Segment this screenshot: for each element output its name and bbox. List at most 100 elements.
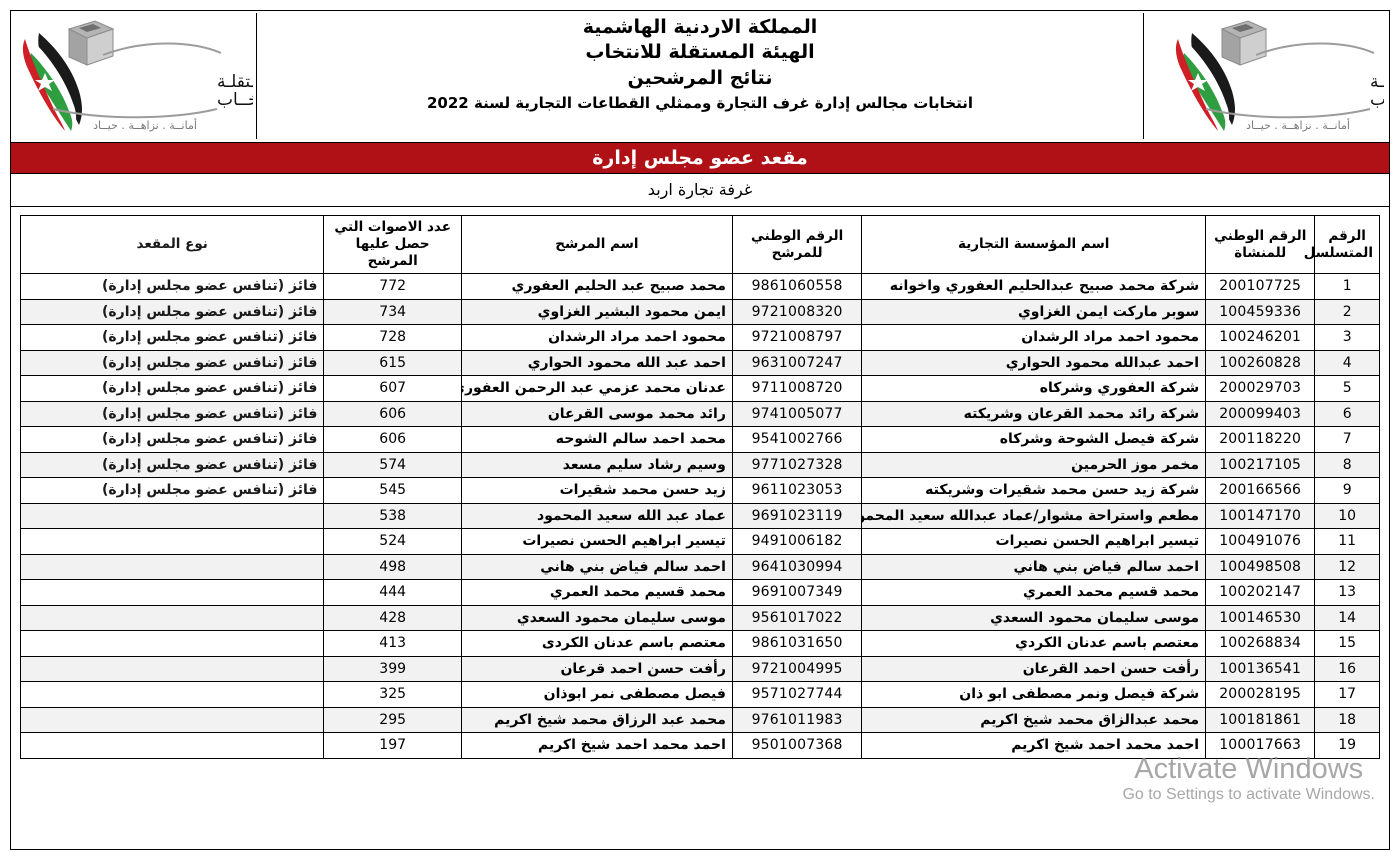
table-row: 1 200107725 شركة محمد صبيح عبدالحليم العفو… xyxy=(19,273,1380,300)
country-line: المملكة الاردنية الهاشمية xyxy=(582,16,818,38)
cell-candidate-name: عماد عبد الله سعيد المحمود xyxy=(460,502,733,529)
cell-candidate-id: 9721008797 xyxy=(731,324,863,351)
cell-seq: 4 xyxy=(1314,349,1380,376)
table-row: 10 100147170 مطعم واستراحة مشوار/عماد عبدا… xyxy=(19,502,1380,529)
cell-establishment-name: شركة فيصل الشوحة وشركاه xyxy=(861,426,1207,453)
logo-name-line2: لـلانتـخــاب xyxy=(217,90,253,110)
cell-seq: 17 xyxy=(1314,681,1380,708)
seat-type-banner: مقعد عضو مجلس إدارة xyxy=(11,143,1389,174)
cell-establishment-id: 100181861 xyxy=(1205,706,1316,733)
table-row: 6 200099403 شركة رائد محمد القرعان وشريكته… xyxy=(19,400,1380,427)
cell-establishment-name: رأفت حسن احمد القرعان xyxy=(861,655,1207,682)
cell-establishment-id: 200099403 xyxy=(1205,400,1316,427)
cell-votes: 444 xyxy=(323,579,462,606)
windows-activation-watermark: Activate Windows Go to Settings to activ… xyxy=(1122,753,1375,805)
cell-seat-type xyxy=(19,630,325,657)
cell-establishment-id: 100459336 xyxy=(1205,298,1316,325)
cell-candidate-id: 9571027744 xyxy=(731,681,863,708)
cell-candidate-id: 9721004995 xyxy=(731,655,863,682)
header-seq: الرقم المتسلسل xyxy=(1304,215,1380,274)
cell-seq: 8 xyxy=(1314,451,1380,478)
cell-establishment-id: 100202147 xyxy=(1205,579,1316,606)
cell-votes: 498 xyxy=(323,553,462,580)
cell-candidate-name: محمد عبد الرزاق محمد شيخ اكريم xyxy=(460,706,733,733)
cell-candidate-name: محمد صبيح عبد الحليم العفوري xyxy=(460,273,733,300)
cell-seat-type: فائز (تنافس عضو مجلس إدارة) xyxy=(19,349,325,376)
cell-seat-type: فائز (تنافس عضو مجلس إدارة) xyxy=(19,375,325,402)
cell-seat-type: فائز (تنافس عضو مجلس إدارة) xyxy=(19,451,325,478)
cell-establishment-id: 200118220 xyxy=(1205,426,1316,453)
cell-votes: 734 xyxy=(323,298,462,325)
header-titles: المملكة الاردنية الهاشمية الهيئة المستقل… xyxy=(261,15,1139,115)
cell-candidate-name: محمود احمد مراد الرشدان xyxy=(460,324,733,351)
cell-candidate-name: رأفت حسن احمد قرعان xyxy=(460,655,733,682)
cell-establishment-name: مخمر موز الحرمين xyxy=(861,451,1207,478)
table-row: 4 100260828 احمد عبدالله محمود الحواري 9631… xyxy=(19,349,1380,376)
cell-establishment-id: 100217105 xyxy=(1205,451,1316,478)
table-row: 7 200118220 شركة فيصل الشوحة وشركاه 9541002… xyxy=(19,426,1380,453)
cell-candidate-name: معتصم باسم عدنان الكردى xyxy=(460,630,733,657)
logo-motto: أمانــة . نزاهــة . حيــاد xyxy=(1246,118,1350,132)
cell-seq: 11 xyxy=(1314,528,1380,555)
election-line: انتخابات مجالس إدارة غرف التجارة وممثلي … xyxy=(427,94,973,112)
iec-logo-icon: الهيئـة المسـتقلـة لـلانتـخــاب أمانــة … xyxy=(1175,20,1384,132)
cell-establishment-name: شركة زيد حسن محمد شقيرات وشريكته xyxy=(861,477,1207,504)
table-row: 8 100217105 مخمر موز الحرمين 9771027328 وسيم… xyxy=(19,451,1380,478)
header-votes: عدد الاصوات التي حصل عليها المرشح xyxy=(323,215,462,274)
iec-logo-right: الهيئـة المسـتقلـة لـلانتـخــاب أمانــة … xyxy=(1143,13,1387,139)
cell-seq: 19 xyxy=(1314,732,1380,759)
cell-seq: 2 xyxy=(1314,298,1380,325)
cell-candidate-id: 9561017022 xyxy=(731,604,863,631)
cell-establishment-name: مطعم واستراحة مشوار/عماد عبدالله سعيد ال… xyxy=(861,502,1207,529)
cell-seq: 3 xyxy=(1314,324,1380,351)
cell-votes: 295 xyxy=(323,706,462,733)
header-establishment-id: الرقم الوطني للمنشاة xyxy=(1205,215,1316,274)
cell-candidate-name: احمد عبد الله محمود الحواري xyxy=(460,349,733,376)
cell-seq: 13 xyxy=(1314,579,1380,606)
cell-candidate-id: 9641030994 xyxy=(731,553,863,580)
cell-candidate-name: وسيم رشاد سليم مسعد xyxy=(460,451,733,478)
cell-establishment-id: 100498508 xyxy=(1205,553,1316,580)
cell-candidate-id: 9691023119 xyxy=(731,502,863,529)
cell-votes: 545 xyxy=(323,477,462,504)
results-line: نتائج المرشحين xyxy=(627,67,773,89)
logo-name-line1: الهيئـة المسـتقلـة xyxy=(217,72,253,92)
cell-seq: 5 xyxy=(1314,375,1380,402)
cell-seq: 10 xyxy=(1314,502,1380,529)
cell-seat-type: فائز (تنافس عضو مجلس إدارة) xyxy=(19,298,325,325)
cell-seq: 15 xyxy=(1314,630,1380,657)
cell-votes: 606 xyxy=(323,400,462,427)
cell-candidate-id: 9861060558 xyxy=(731,273,863,300)
cell-seq: 6 xyxy=(1314,400,1380,427)
cell-candidate-id: 9691007349 xyxy=(731,579,863,606)
cell-votes: 524 xyxy=(323,528,462,555)
cell-votes: 325 xyxy=(323,681,462,708)
logo-name-line1: الهيئـة المسـتقلـة xyxy=(1370,72,1384,92)
cell-candidate-name: تيسير ابراهيم الحسن نصيرات xyxy=(460,528,733,555)
table-row: 18 100181861 محمد عبدالزاق محمد شيخ اكريم 9… xyxy=(19,706,1380,733)
cell-candidate-id: 9491006182 xyxy=(731,528,863,555)
cell-candidate-id: 9721008320 xyxy=(731,298,863,325)
cell-candidate-name: ايمن محمود البشير الغزاوي xyxy=(460,298,733,325)
table-row: 17 200028195 شركة فيصل ونمر مصطفى ابو ذان 9… xyxy=(19,681,1380,708)
cell-establishment-name: شركة فيصل ونمر مصطفى ابو ذان xyxy=(861,681,1207,708)
logo-name-line2: لـلانتـخــاب xyxy=(1370,90,1384,110)
header-candidate-name: اسم المرشح xyxy=(460,215,733,274)
cell-candidate-id: 9861031650 xyxy=(731,630,863,657)
cell-establishment-id: 100147170 xyxy=(1205,502,1316,529)
cell-votes: 197 xyxy=(323,732,462,759)
table-header-row: الرقم المتسلسل الرقم الوطني للمنشاة اسم … xyxy=(19,215,1380,274)
cell-seq: 16 xyxy=(1314,655,1380,682)
cell-seat-type xyxy=(19,732,325,759)
cell-votes: 538 xyxy=(323,502,462,529)
cell-candidate-name: محمد قسيم محمد العمري xyxy=(460,579,733,606)
cell-establishment-name: موسى سليمان محمود السعدي xyxy=(861,604,1207,631)
cell-establishment-id: 200107725 xyxy=(1205,273,1316,300)
cell-establishment-name: احمد محمد احمد شيخ اكريم xyxy=(861,732,1207,759)
cell-candidate-id: 9741005077 xyxy=(731,400,863,427)
table-row: 12 100498508 احمد سالم فياض بني هاني 964103… xyxy=(19,553,1380,580)
cell-establishment-name: احمد سالم فياض بني هاني xyxy=(861,553,1207,580)
results-table-head: الرقم المتسلسل الرقم الوطني للمنشاة اسم … xyxy=(19,215,1380,274)
table-row: 13 100202147 محمد قسيم محمد العمري 96910073… xyxy=(19,579,1380,606)
cell-votes: 772 xyxy=(323,273,462,300)
